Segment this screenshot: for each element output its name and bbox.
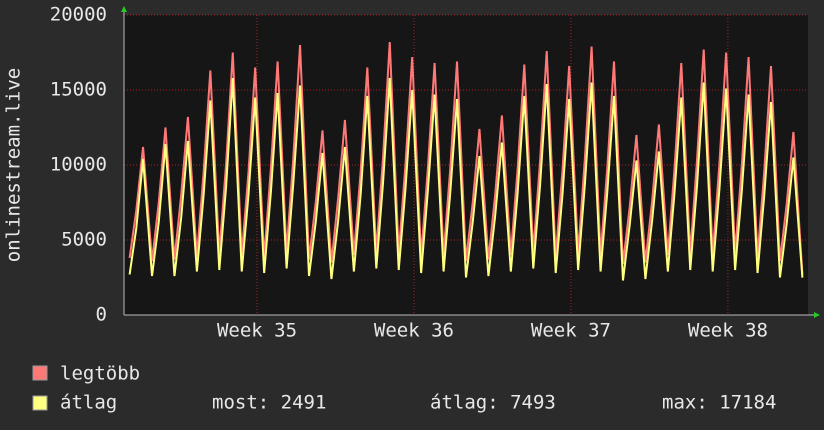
y-tick-label: 5000 (61, 229, 107, 251)
y-tick-label: 20000 (50, 4, 107, 26)
legend-swatch (32, 395, 48, 411)
y-tick-label: 0 (96, 304, 107, 326)
x-tick-label: Week 35 (217, 320, 297, 342)
y-tick-label: 10000 (50, 154, 107, 176)
y-tick-label: 15000 (50, 79, 107, 101)
x-tick-label: Week 36 (374, 320, 454, 342)
legend-label: legtöbb (60, 363, 140, 385)
y-axis-label: onlinestream.live (3, 68, 25, 262)
stat: max: 17184 (662, 392, 776, 414)
series-line (128, 77, 804, 281)
x-tick-label: Week 37 (531, 320, 611, 342)
legend-label: átlag (60, 392, 117, 414)
legend-swatch (32, 365, 48, 381)
axis-arrow (121, 6, 127, 12)
stat: átlag: 7493 (430, 392, 556, 414)
axis-arrow (814, 312, 820, 318)
x-tick-label: Week 38 (688, 320, 768, 342)
stat: most: 2491 (212, 392, 326, 414)
lines (128, 41, 804, 281)
